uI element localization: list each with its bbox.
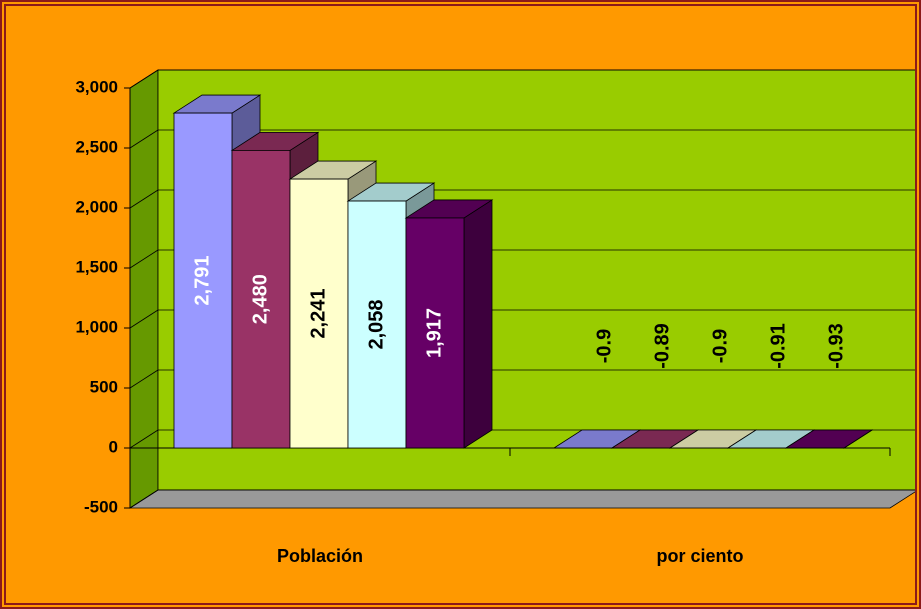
bar bbox=[405, 217, 465, 449]
grid-line bbox=[129, 309, 159, 329]
side-wall bbox=[129, 69, 159, 509]
y-tick-label: 2,000 bbox=[75, 197, 118, 216]
value-label: -0.91 bbox=[767, 323, 789, 369]
grid-line bbox=[129, 69, 159, 89]
y-tick-label: 500 bbox=[90, 377, 118, 396]
grid-line bbox=[129, 489, 159, 509]
value-label: 2,791 bbox=[191, 256, 213, 306]
y-tick-label: 1,000 bbox=[75, 317, 118, 336]
value-label: -0.89 bbox=[651, 323, 673, 369]
y-tick-label: 1,500 bbox=[75, 257, 118, 276]
bar bbox=[231, 149, 291, 449]
x-tick-label: por ciento bbox=[656, 546, 743, 566]
y-tick-label: -500 bbox=[84, 497, 118, 516]
bar bbox=[347, 200, 407, 449]
value-label: -0.9 bbox=[709, 329, 731, 363]
value-label: -0.9 bbox=[593, 329, 615, 363]
chart: -500 0 500 1,000 1,500 2,000 2,500 3,000 Poblaci… bbox=[75, 69, 915, 566]
grid-line bbox=[129, 369, 159, 389]
x-tick-label: Población bbox=[277, 546, 363, 566]
value-label: -0.93 bbox=[825, 323, 847, 369]
bar-side bbox=[463, 199, 493, 449]
y-tick-label: 3,000 bbox=[75, 77, 118, 96]
grid-line bbox=[129, 189, 159, 209]
grid-line bbox=[129, 129, 159, 149]
y-tick-label: 2,500 bbox=[75, 137, 118, 156]
bar bbox=[289, 178, 349, 449]
grid-line bbox=[129, 249, 159, 269]
value-label: 2,241 bbox=[307, 289, 329, 339]
value-label: 2,480 bbox=[249, 274, 271, 324]
y-tick-label: 0 bbox=[109, 437, 118, 456]
grid-line bbox=[129, 429, 159, 449]
floor bbox=[128, 489, 915, 509]
value-label: 1,917 bbox=[423, 308, 445, 358]
value-label: 2,058 bbox=[365, 299, 387, 349]
bar bbox=[173, 112, 233, 449]
